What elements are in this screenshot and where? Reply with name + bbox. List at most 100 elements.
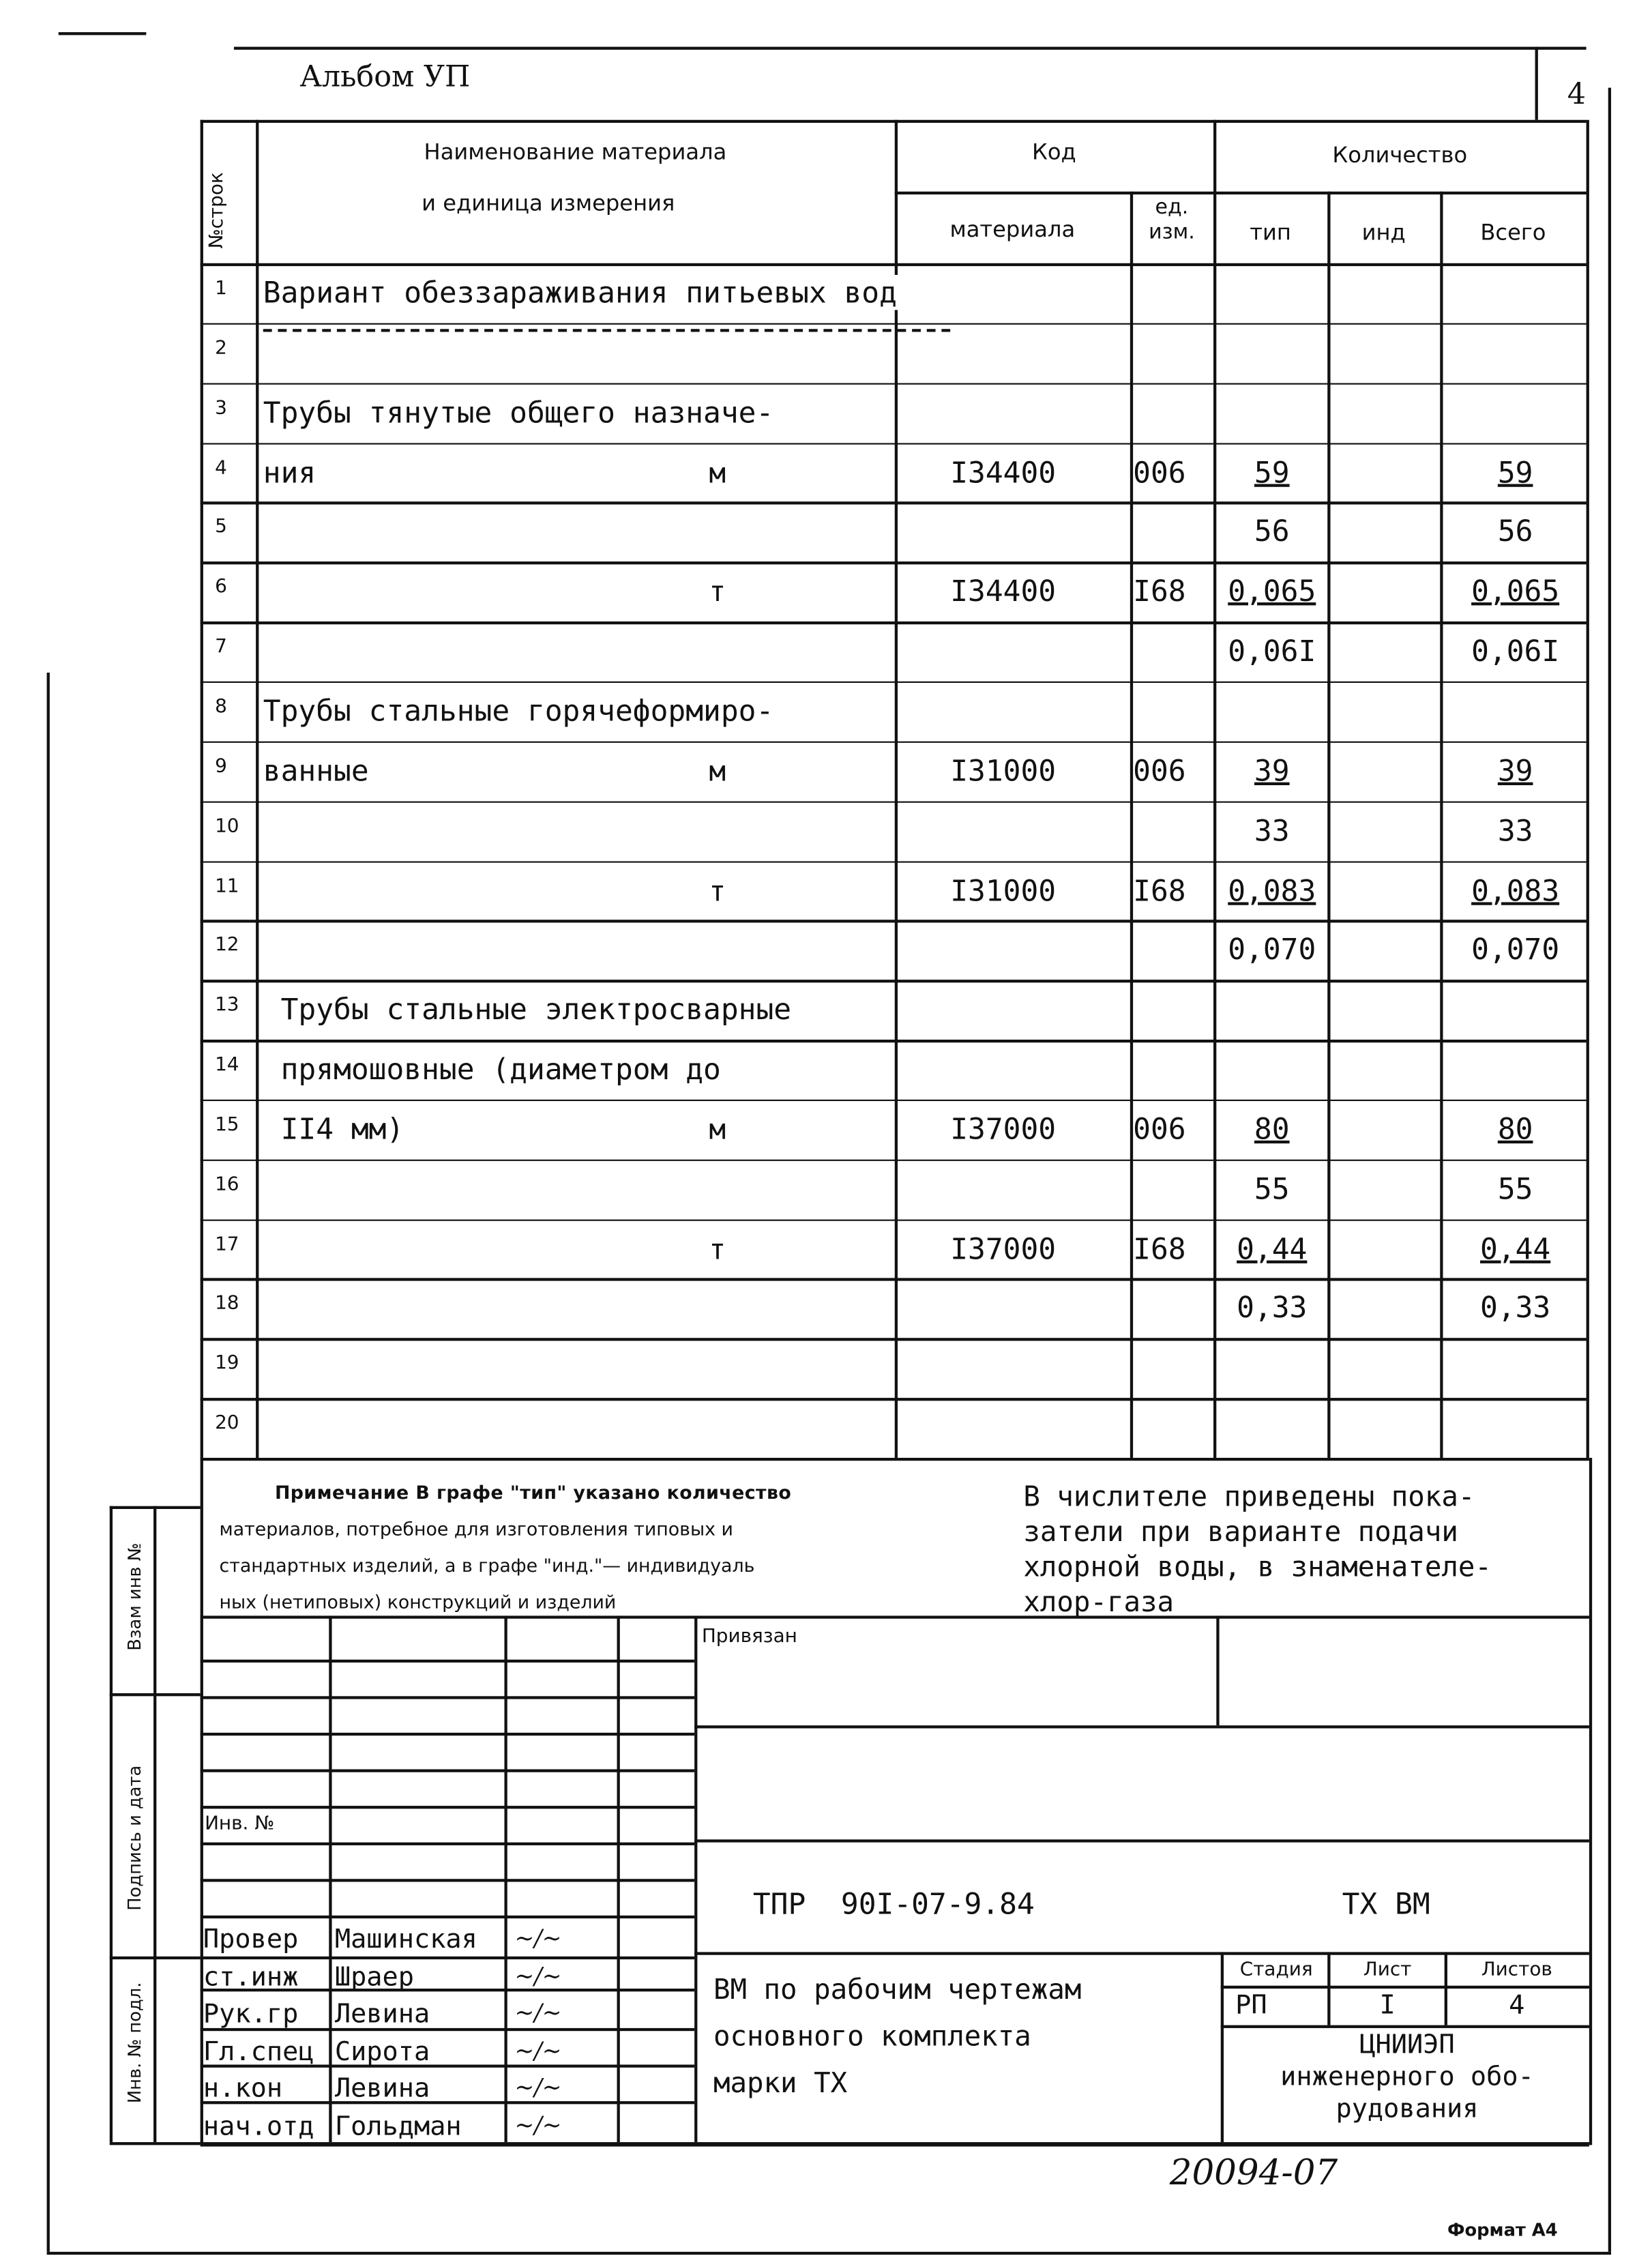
row-number: 11: [215, 875, 239, 897]
grid-line: [200, 1615, 1589, 1619]
signer-name: Машинская: [334, 1924, 477, 1955]
row-line: [200, 382, 1587, 385]
note-line: затели при варианте подачи: [1023, 1516, 1458, 1549]
row-name: Трубы тянутые общего назначе-: [263, 394, 774, 430]
row-code: I31000: [950, 872, 1057, 907]
row-number: 18: [215, 1293, 239, 1315]
note-line: хлорной воды, в знаменателе-: [1023, 1551, 1492, 1584]
row-line: [200, 1040, 1587, 1042]
row-name: II4 мм): [263, 1111, 404, 1147]
album-label: Альбом УП: [299, 58, 471, 94]
signer-name: Левина: [334, 2073, 430, 2105]
grid-line: [153, 1506, 156, 2143]
grid-line: [200, 1696, 695, 1699]
row-number: 17: [215, 1233, 239, 1256]
col-qty-header: Количество: [1332, 141, 1468, 169]
row-qty-tip: 56: [1254, 514, 1290, 549]
grid-line: [1327, 191, 1330, 1458]
row-qty-tip: 59: [1254, 454, 1290, 490]
inv-no-label: Инв. №: [205, 1813, 275, 1835]
col-qty-tip: тип: [1250, 219, 1291, 246]
row-unit: т: [709, 1233, 726, 1266]
grid-line: [200, 2101, 695, 2104]
row-number: 19: [215, 1353, 239, 1375]
frame-line: [1608, 87, 1610, 2252]
col-name-header: Наименование материала: [424, 138, 727, 166]
row-number: 9: [215, 755, 227, 778]
side-signature-date: Подпись и дата: [124, 1765, 145, 1911]
row-number: 1: [215, 278, 227, 300]
sheets-value: 4: [1509, 1990, 1525, 2021]
signature-image: ~/~: [514, 2036, 562, 2064]
signer-name: Шраер: [334, 1961, 414, 1993]
row-name: Трубы стальные горячеформиро-: [263, 692, 774, 729]
grid-line: [694, 1952, 1589, 1955]
grid-line: [200, 1806, 695, 1808]
org-line: ЦНИИЭП: [1359, 2030, 1455, 2061]
grid-line: [109, 1506, 113, 2143]
row-qty-total: 56: [1497, 514, 1533, 549]
row-unit-code: I68: [1133, 872, 1186, 907]
sheet-number: 4: [1567, 76, 1587, 111]
row-unit-code: I68: [1133, 1230, 1186, 1266]
row-number: 3: [215, 397, 227, 420]
row-line: [200, 561, 1587, 564]
privyazan-label: Привязан: [701, 1626, 797, 1648]
col-row-no: №строк: [206, 172, 228, 249]
row-qty-total: 55: [1497, 1171, 1533, 1206]
row-number: 2: [215, 337, 227, 360]
grid-line: [1220, 2025, 1589, 2027]
grid-line: [1213, 119, 1216, 1458]
row-unit-code: 006: [1133, 752, 1186, 788]
row-line: [200, 741, 1587, 744]
row-unit: м: [709, 456, 726, 490]
row-name: ванные: [263, 752, 369, 788]
row-number: 12: [215, 935, 239, 957]
row-line: [200, 323, 1587, 325]
row-unit: т: [709, 875, 726, 907]
signature-image: ~/~: [514, 2073, 562, 2102]
note-line: В числителе приведены пока-: [1023, 1481, 1475, 1514]
row-name: прямошовные (диаметром до: [263, 1051, 721, 1087]
grid-line: [1220, 1985, 1589, 1988]
signer-role: ст.инж: [203, 1961, 299, 1993]
title-line: основного комплекта: [713, 2021, 1031, 2053]
grid-line: [200, 2027, 695, 2031]
format-label: Формат А4: [1447, 2219, 1558, 2240]
grid-line: [894, 119, 897, 1458]
grid-line: [894, 191, 1587, 194]
grid-line: [1589, 1457, 1593, 2145]
note-line: ных (нетиповых) конструкций и изделий: [219, 1591, 617, 1613]
note-line: Примечание В графе "тип" указано количес…: [274, 1481, 792, 1504]
row-number: 7: [215, 636, 227, 658]
grid-line: [200, 1842, 695, 1845]
note-right: В числителе приведены пока- затели при в…: [1023, 1480, 1492, 1620]
row-number: 13: [215, 994, 239, 1017]
row-line: [200, 920, 1587, 923]
grid-line: [1327, 1952, 1330, 2025]
row-name: Вариант обеззараживания питьевых вод: [263, 274, 903, 310]
row-line: [200, 980, 1587, 982]
row-qty-tip: 0,065: [1228, 573, 1316, 609]
org-line: рудования: [1336, 2094, 1479, 2125]
title-line: ВМ по рабочим чертежам: [713, 1974, 1082, 2006]
frame-line: [233, 46, 1587, 49]
side-inv-podl: Инв. № подл.: [124, 1982, 145, 2104]
frame-line: [46, 2251, 1612, 2255]
row-code: I37000: [950, 1230, 1057, 1266]
stamp-border: [200, 2142, 1589, 2146]
row-number: 10: [215, 815, 239, 838]
handwritten-number: 20094-07: [1169, 2152, 1338, 2194]
grid-line: [694, 1839, 1589, 1842]
row-qty-tip: 39: [1254, 752, 1290, 788]
signature-image: ~/~: [514, 1961, 562, 1990]
row-qty-total: 0,06I: [1471, 633, 1560, 669]
grid-line: [1440, 191, 1443, 1458]
signer-role: нач.отд: [203, 2110, 314, 2142]
row-number: 14: [215, 1054, 239, 1076]
row-line: [200, 621, 1587, 624]
row-number: 15: [215, 1114, 239, 1137]
col-qty-total: Всего: [1480, 219, 1546, 246]
note-line: материалов, потребное для изготовления т…: [219, 1517, 733, 1540]
document-title: ВМ по рабочим чертежам основного комплек…: [713, 1967, 1081, 2107]
